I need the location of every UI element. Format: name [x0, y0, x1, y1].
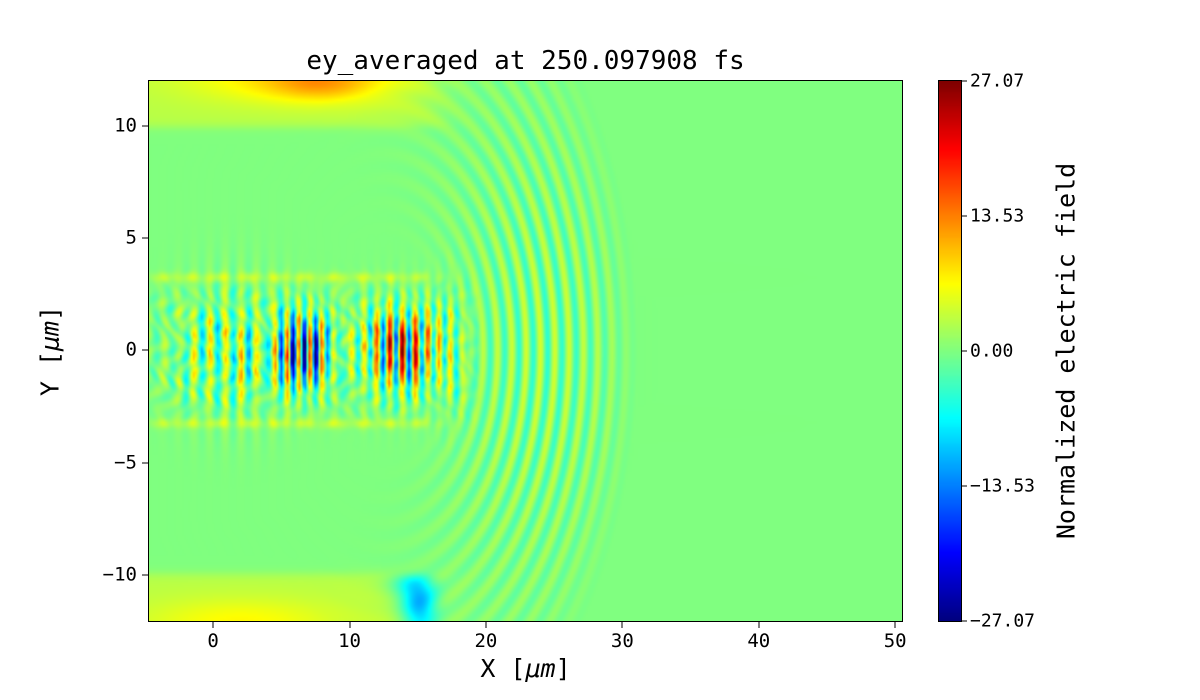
colorbar-tick-label: 13.53 [970, 205, 1025, 227]
x-tick-mark [758, 621, 760, 628]
colorbar-tick-label: 0.00 [970, 340, 1014, 362]
y-tick-mark [142, 574, 149, 576]
y-tick-mark [142, 237, 149, 239]
colorbar: 27.07 13.53 0.00 −13.53 −27.07 [938, 72, 1035, 631]
y-tick-label: 0 [125, 338, 137, 361]
x-tick-mark [212, 621, 214, 628]
x-tick-label: 50 [883, 630, 907, 652]
x-tick-mark [349, 621, 351, 628]
x-axis-label-text: X [ [480, 654, 526, 683]
x-tick-label: 40 [747, 630, 771, 652]
x-tick-label: 20 [474, 630, 498, 652]
chart-title: ey_averaged at 250.097908 fs [306, 46, 745, 76]
plot-area: 0 10 20 30 40 50 10 5 0 −5 −10 [103, 80, 907, 651]
colorbar-tick-label: −27.07 [970, 610, 1036, 632]
y-axis-label-unit: μm [35, 320, 65, 352]
colorbar-tick-mark [961, 485, 967, 487]
y-tick-label: −5 [114, 451, 137, 474]
colorbar-tick-mark [961, 215, 967, 217]
x-tick-mark [621, 621, 623, 628]
colorbar-tick-mark [961, 620, 967, 622]
colorbar-tick-mark [961, 350, 967, 352]
colorbar-tick-label: 27.07 [970, 70, 1025, 92]
colorbar-tick-label: −13.53 [970, 475, 1036, 497]
y-axis-label-text-close: ] [35, 305, 65, 321]
y-axis-label: Y [μm] [36, 306, 65, 396]
y-tick-label: 5 [125, 226, 137, 249]
y-tick-mark [142, 349, 149, 351]
x-axis-label-unit: μm [525, 654, 556, 683]
x-tick-label: 30 [610, 630, 634, 652]
colorbar-label: Normalized electric field [1051, 162, 1081, 540]
x-tick-mark [485, 621, 487, 628]
x-axis-label: X [μm] [148, 654, 903, 683]
x-tick-mark [894, 621, 896, 628]
x-axis-label-text-close: ] [555, 654, 571, 683]
x-tick-label: 0 [207, 630, 219, 652]
heatmap-canvas [149, 81, 902, 621]
y-tick-label: −10 [102, 563, 137, 586]
y-axis-label-text: Y [ [35, 351, 65, 397]
y-tick-mark [142, 462, 149, 464]
x-tick-label: 10 [338, 630, 361, 652]
y-tick-label: 10 [114, 114, 137, 137]
y-tick-mark [142, 125, 149, 127]
colorbar-tick-mark [961, 80, 967, 82]
colorbar-gradient-canvas [939, 81, 961, 621]
